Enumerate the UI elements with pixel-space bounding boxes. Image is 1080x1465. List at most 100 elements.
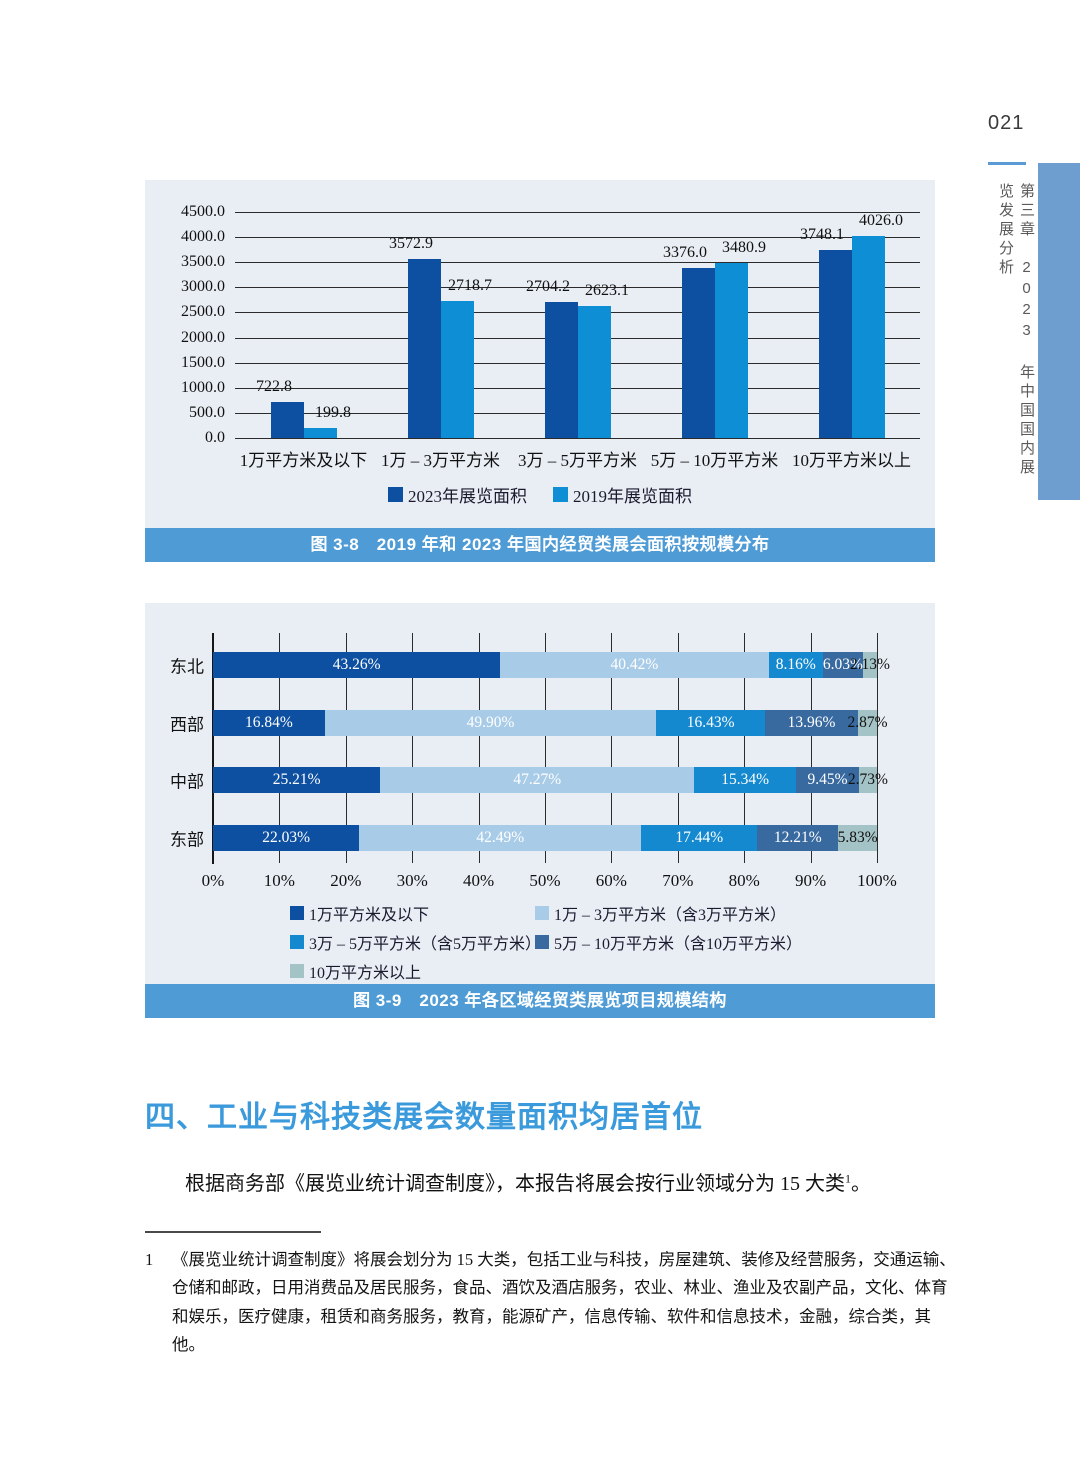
fig39-xtick-label: 80% <box>728 871 760 890</box>
fig38-gridline <box>235 262 920 264</box>
fig38-ytick-label: 3500.0 <box>181 253 225 271</box>
fig38-ytick-label: 2000.0 <box>181 328 225 346</box>
fig39-segment-value: 2.73% <box>847 771 888 788</box>
footnote: 1 《展览业统计调查制度》将展会划分为 15 大类，包括工业与科技，房屋建筑、装… <box>145 1246 957 1360</box>
fig39-gridline <box>478 633 480 863</box>
fig39-xtick-label: 100% <box>857 871 897 890</box>
fig38-caption: 图 3-8 2019 年和 2023 年国内经贸类展会面积按规模分布 <box>145 528 935 562</box>
fig39-segment: 47.27% <box>380 767 695 793</box>
fig39-plot: 0% 10% 20% 30% 40% 50% 60% 70% 80% 90% 100% 东北 43.26… <box>170 633 897 890</box>
fig39-segment <box>858 767 877 793</box>
footnote-divider <box>145 1231 321 1233</box>
fig39-segment-value: 9.45% <box>807 771 848 788</box>
fig39-segment-value: 2.87% <box>847 714 888 731</box>
fig38-bar-2019 <box>303 427 337 438</box>
fig39-segment-value: 8.16% <box>775 656 816 673</box>
legend-label: 1万平方米及以下 <box>309 907 430 924</box>
fig38-bar-value: 3376.0 <box>663 244 707 262</box>
fig39-xtick-label: 10% <box>263 871 295 890</box>
legend-swatch-icon <box>535 906 549 920</box>
fig38-bar-value: 3480.9 <box>722 239 766 257</box>
fig38-bar-2019 <box>577 306 611 438</box>
fig39-segment: 9.45% <box>796 767 859 793</box>
fig39-segment: 17.44% <box>641 825 758 851</box>
legend-label: 2019年展览面积 <box>573 487 692 506</box>
fig39-xtick-label: 90% <box>795 871 827 890</box>
fig38-categories: 1万平方米及以下 1万 – 3万平方米 3万 – 5万平方米 5万 – 10万平方米 1… <box>235 446 920 472</box>
fig39-segment-value: 40.42% <box>610 656 659 673</box>
fig39-gridline <box>545 633 546 863</box>
fig39-segment-value: 12.21% <box>773 829 822 846</box>
fig39-legend-item: 5万 – 10万平方米（含10万平方米） <box>535 930 802 954</box>
fig39-segment: 43.26% <box>213 652 501 678</box>
fig38-category-label: 1万 – 3万平方米 <box>381 451 500 470</box>
fig38-gridline <box>235 438 920 439</box>
fig39-xtick-label: 70% <box>662 871 694 890</box>
fig38-bar-2019 <box>851 235 885 438</box>
footnote-reference: 1 <box>845 1171 851 1186</box>
legend-swatch-icon <box>290 964 304 978</box>
page-number-rule <box>988 162 1026 165</box>
fig39-xtick-label: 40% <box>463 871 495 890</box>
legend-label: 3万 – 5万平方米（含5万平方米） <box>309 936 542 953</box>
fig39-segment-value: 13.96% <box>787 714 836 731</box>
fig39-gridline <box>345 633 347 863</box>
paragraph-period: 。 <box>851 1173 871 1195</box>
fig39-segment-value: 5.83% <box>837 829 878 846</box>
legend-swatch-icon <box>535 935 549 949</box>
fig39-segment-value: 42.49% <box>476 829 525 846</box>
fig39-segment-value: 6.03% <box>822 656 863 673</box>
legend-swatch-icon <box>290 935 304 949</box>
fig38-category-label: 5万 – 10万平方米 <box>650 451 779 470</box>
fig38-legend-item: 2023年展览面积 <box>388 482 527 507</box>
fig39-gridline <box>412 633 414 863</box>
fig39-segment: 16.84% <box>213 710 325 736</box>
fig39-segment-value: 16.84% <box>245 714 293 731</box>
fig38-category-label: 10万平方米以上 <box>792 451 911 470</box>
fig39-gridline <box>611 633 613 863</box>
fig39-gridline <box>810 633 812 863</box>
legend-label: 2023年展览面积 <box>408 487 527 506</box>
fig39-legend-item: 10万平方米以上 <box>290 959 535 983</box>
fig38-category-label: 1万平方米及以下 <box>239 451 368 470</box>
fig39-segment <box>857 710 877 736</box>
fig38-bar-value: 722.8 <box>256 377 292 395</box>
fig38-bar-2023 <box>818 249 852 438</box>
fig39-segment: 16.43% <box>656 710 766 736</box>
fig39-gridline <box>744 633 746 863</box>
fig38-ytick-label: 1500.0 <box>181 353 225 371</box>
fig39-row-label: 中部 <box>170 772 204 792</box>
fig39-segment-value: 17.44% <box>675 829 724 846</box>
fig38-gridline <box>235 237 920 239</box>
fig39-xtick-label: 50% <box>529 871 561 890</box>
fig39-axis-line <box>212 633 214 864</box>
fig39-row-label: 西部 <box>170 715 204 735</box>
fig38-ytick-label: 1000.0 <box>181 378 225 396</box>
fig39-segment: 8.16% <box>768 652 823 678</box>
fig38-bar-2023 <box>270 401 304 438</box>
fig38-ytick-label: 3000.0 <box>181 278 225 296</box>
fig38-ytick-label: 4500.0 <box>181 203 225 220</box>
fig39-segment-value: 25.21% <box>272 771 321 788</box>
legend-swatch-icon <box>290 906 304 920</box>
legend-swatch-icon <box>388 487 403 502</box>
fig39-row-label: 东北 <box>170 657 204 677</box>
fig39-segment-value: 15.34% <box>721 771 770 788</box>
fig39-segment-value: 47.27% <box>513 771 562 788</box>
fig38-bar-2019 <box>440 301 474 438</box>
fig39-xtick-label: 60% <box>595 871 627 890</box>
legend-label: 1万 – 3万平方米（含3万平方米） <box>554 907 787 924</box>
fig38-bar-2023 <box>681 268 715 438</box>
fig38-bar-value: 2623.1 <box>585 282 629 300</box>
fig39-segment <box>862 652 877 678</box>
fig39-segment-value: 2.13% <box>849 656 890 673</box>
fig38-plot: 0.0 500.0 1000.0 1500.0 2000.0 2500.0 3000.0 35… <box>181 203 920 446</box>
fig39-segment: 12.21% <box>757 825 839 851</box>
fig39-segment: 6.03% <box>822 652 863 678</box>
fig38-legend-item: 2019年展览面积 <box>553 482 692 507</box>
fig38-bar-value: 3572.9 <box>389 234 433 252</box>
fig39-segment: 13.96% <box>765 710 858 736</box>
fig39-gridline <box>279 633 281 863</box>
fig38-bar-2023 <box>407 258 441 438</box>
